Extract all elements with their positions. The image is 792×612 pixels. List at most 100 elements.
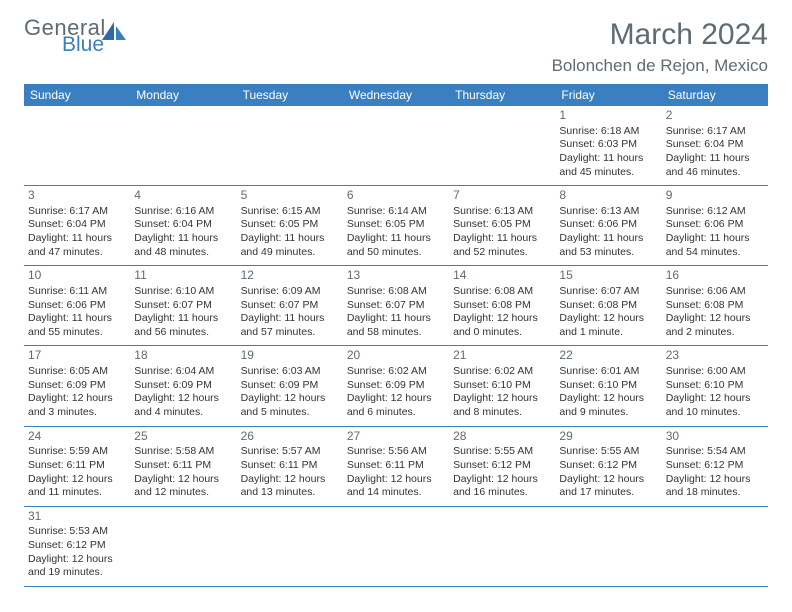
cell-sunrise: Sunrise: 5:59 AM	[28, 445, 126, 459]
cell-day1: Daylight: 12 hours	[666, 392, 764, 406]
calendar-cell	[662, 506, 768, 586]
cell-day1: Daylight: 12 hours	[134, 392, 232, 406]
calendar-cell: 31Sunrise: 5:53 AMSunset: 6:12 PMDayligh…	[24, 506, 130, 586]
calendar-cell: 21Sunrise: 6:02 AMSunset: 6:10 PMDayligh…	[449, 346, 555, 426]
cell-day2: and 4 minutes.	[134, 406, 232, 420]
cell-sunrise: Sunrise: 6:02 AM	[453, 365, 551, 379]
cell-day2: and 54 minutes.	[666, 246, 764, 260]
weekday-header: Tuesday	[237, 84, 343, 106]
cell-sunrise: Sunrise: 6:09 AM	[241, 285, 339, 299]
cell-day1: Daylight: 12 hours	[28, 473, 126, 487]
cell-day2: and 12 minutes.	[134, 486, 232, 500]
cell-day2: and 56 minutes.	[134, 326, 232, 340]
cell-day1: Daylight: 11 hours	[347, 232, 445, 246]
cell-day1: Daylight: 12 hours	[28, 553, 126, 567]
cell-sunrise: Sunrise: 6:13 AM	[453, 205, 551, 219]
calendar-row: 17Sunrise: 6:05 AMSunset: 6:09 PMDayligh…	[24, 346, 768, 426]
day-number: 2	[666, 108, 764, 124]
calendar-row: 1Sunrise: 6:18 AMSunset: 6:03 PMDaylight…	[24, 106, 768, 186]
calendar-cell: 12Sunrise: 6:09 AMSunset: 6:07 PMDayligh…	[237, 266, 343, 346]
cell-sunset: Sunset: 6:07 PM	[134, 299, 232, 313]
cell-sunset: Sunset: 6:12 PM	[453, 459, 551, 473]
cell-sunset: Sunset: 6:09 PM	[241, 379, 339, 393]
weekday-header: Saturday	[662, 84, 768, 106]
cell-day2: and 14 minutes.	[347, 486, 445, 500]
calendar-table: Sunday Monday Tuesday Wednesday Thursday…	[24, 84, 768, 587]
cell-sunrise: Sunrise: 5:53 AM	[28, 525, 126, 539]
cell-day1: Daylight: 11 hours	[28, 232, 126, 246]
cell-sunset: Sunset: 6:09 PM	[28, 379, 126, 393]
calendar-cell: 14Sunrise: 6:08 AMSunset: 6:08 PMDayligh…	[449, 266, 555, 346]
day-number: 21	[453, 348, 551, 364]
day-number: 9	[666, 188, 764, 204]
calendar-cell	[237, 506, 343, 586]
weekday-header: Sunday	[24, 84, 130, 106]
calendar-cell: 15Sunrise: 6:07 AMSunset: 6:08 PMDayligh…	[555, 266, 661, 346]
day-number: 24	[28, 429, 126, 445]
cell-sunrise: Sunrise: 6:08 AM	[347, 285, 445, 299]
calendar-row: 31Sunrise: 5:53 AMSunset: 6:12 PMDayligh…	[24, 506, 768, 586]
cell-sunrise: Sunrise: 6:12 AM	[666, 205, 764, 219]
cell-sunrise: Sunrise: 6:15 AM	[241, 205, 339, 219]
cell-sunrise: Sunrise: 6:03 AM	[241, 365, 339, 379]
calendar-cell: 29Sunrise: 5:55 AMSunset: 6:12 PMDayligh…	[555, 426, 661, 506]
calendar-cell	[237, 106, 343, 186]
cell-day1: Daylight: 12 hours	[347, 392, 445, 406]
calendar-cell: 20Sunrise: 6:02 AMSunset: 6:09 PMDayligh…	[343, 346, 449, 426]
day-number: 13	[347, 268, 445, 284]
cell-sunrise: Sunrise: 5:58 AM	[134, 445, 232, 459]
cell-day2: and 48 minutes.	[134, 246, 232, 260]
cell-day2: and 58 minutes.	[347, 326, 445, 340]
cell-day2: and 46 minutes.	[666, 166, 764, 180]
cell-day1: Daylight: 11 hours	[241, 312, 339, 326]
cell-day2: and 50 minutes.	[347, 246, 445, 260]
cell-sunrise: Sunrise: 5:55 AM	[559, 445, 657, 459]
cell-sunrise: Sunrise: 5:55 AM	[453, 445, 551, 459]
cell-sunrise: Sunrise: 6:06 AM	[666, 285, 764, 299]
calendar-cell: 13Sunrise: 6:08 AMSunset: 6:07 PMDayligh…	[343, 266, 449, 346]
cell-day2: and 52 minutes.	[453, 246, 551, 260]
cell-sunset: Sunset: 6:04 PM	[666, 138, 764, 152]
day-number: 14	[453, 268, 551, 284]
cell-sunrise: Sunrise: 5:56 AM	[347, 445, 445, 459]
cell-day1: Daylight: 12 hours	[666, 312, 764, 326]
cell-day2: and 1 minute.	[559, 326, 657, 340]
cell-day2: and 10 minutes.	[666, 406, 764, 420]
calendar-cell	[24, 106, 130, 186]
calendar-cell: 25Sunrise: 5:58 AMSunset: 6:11 PMDayligh…	[130, 426, 236, 506]
cell-day1: Daylight: 12 hours	[347, 473, 445, 487]
day-number: 11	[134, 268, 232, 284]
cell-sunset: Sunset: 6:12 PM	[666, 459, 764, 473]
cell-day2: and 47 minutes.	[28, 246, 126, 260]
cell-day2: and 5 minutes.	[241, 406, 339, 420]
cell-sunset: Sunset: 6:07 PM	[241, 299, 339, 313]
calendar-cell	[449, 106, 555, 186]
cell-sunrise: Sunrise: 6:08 AM	[453, 285, 551, 299]
cell-day2: and 17 minutes.	[559, 486, 657, 500]
day-number: 23	[666, 348, 764, 364]
calendar-cell: 7Sunrise: 6:13 AMSunset: 6:05 PMDaylight…	[449, 186, 555, 266]
cell-day1: Daylight: 12 hours	[453, 473, 551, 487]
cell-day2: and 2 minutes.	[666, 326, 764, 340]
cell-day1: Daylight: 11 hours	[134, 312, 232, 326]
day-number: 29	[559, 429, 657, 445]
cell-day2: and 57 minutes.	[241, 326, 339, 340]
cell-sunset: Sunset: 6:07 PM	[347, 299, 445, 313]
cell-sunset: Sunset: 6:04 PM	[28, 218, 126, 232]
calendar-row: 3Sunrise: 6:17 AMSunset: 6:04 PMDaylight…	[24, 186, 768, 266]
cell-day2: and 55 minutes.	[28, 326, 126, 340]
day-number: 31	[28, 509, 126, 525]
day-number: 30	[666, 429, 764, 445]
weekday-header: Monday	[130, 84, 236, 106]
cell-sunrise: Sunrise: 6:16 AM	[134, 205, 232, 219]
day-number: 22	[559, 348, 657, 364]
cell-day1: Daylight: 12 hours	[559, 392, 657, 406]
cell-day2: and 9 minutes.	[559, 406, 657, 420]
cell-day1: Daylight: 11 hours	[559, 152, 657, 166]
day-number: 17	[28, 348, 126, 364]
day-number: 8	[559, 188, 657, 204]
cell-sunrise: Sunrise: 6:17 AM	[28, 205, 126, 219]
cell-sunset: Sunset: 6:10 PM	[666, 379, 764, 393]
cell-day1: Daylight: 11 hours	[559, 232, 657, 246]
calendar-cell	[449, 506, 555, 586]
